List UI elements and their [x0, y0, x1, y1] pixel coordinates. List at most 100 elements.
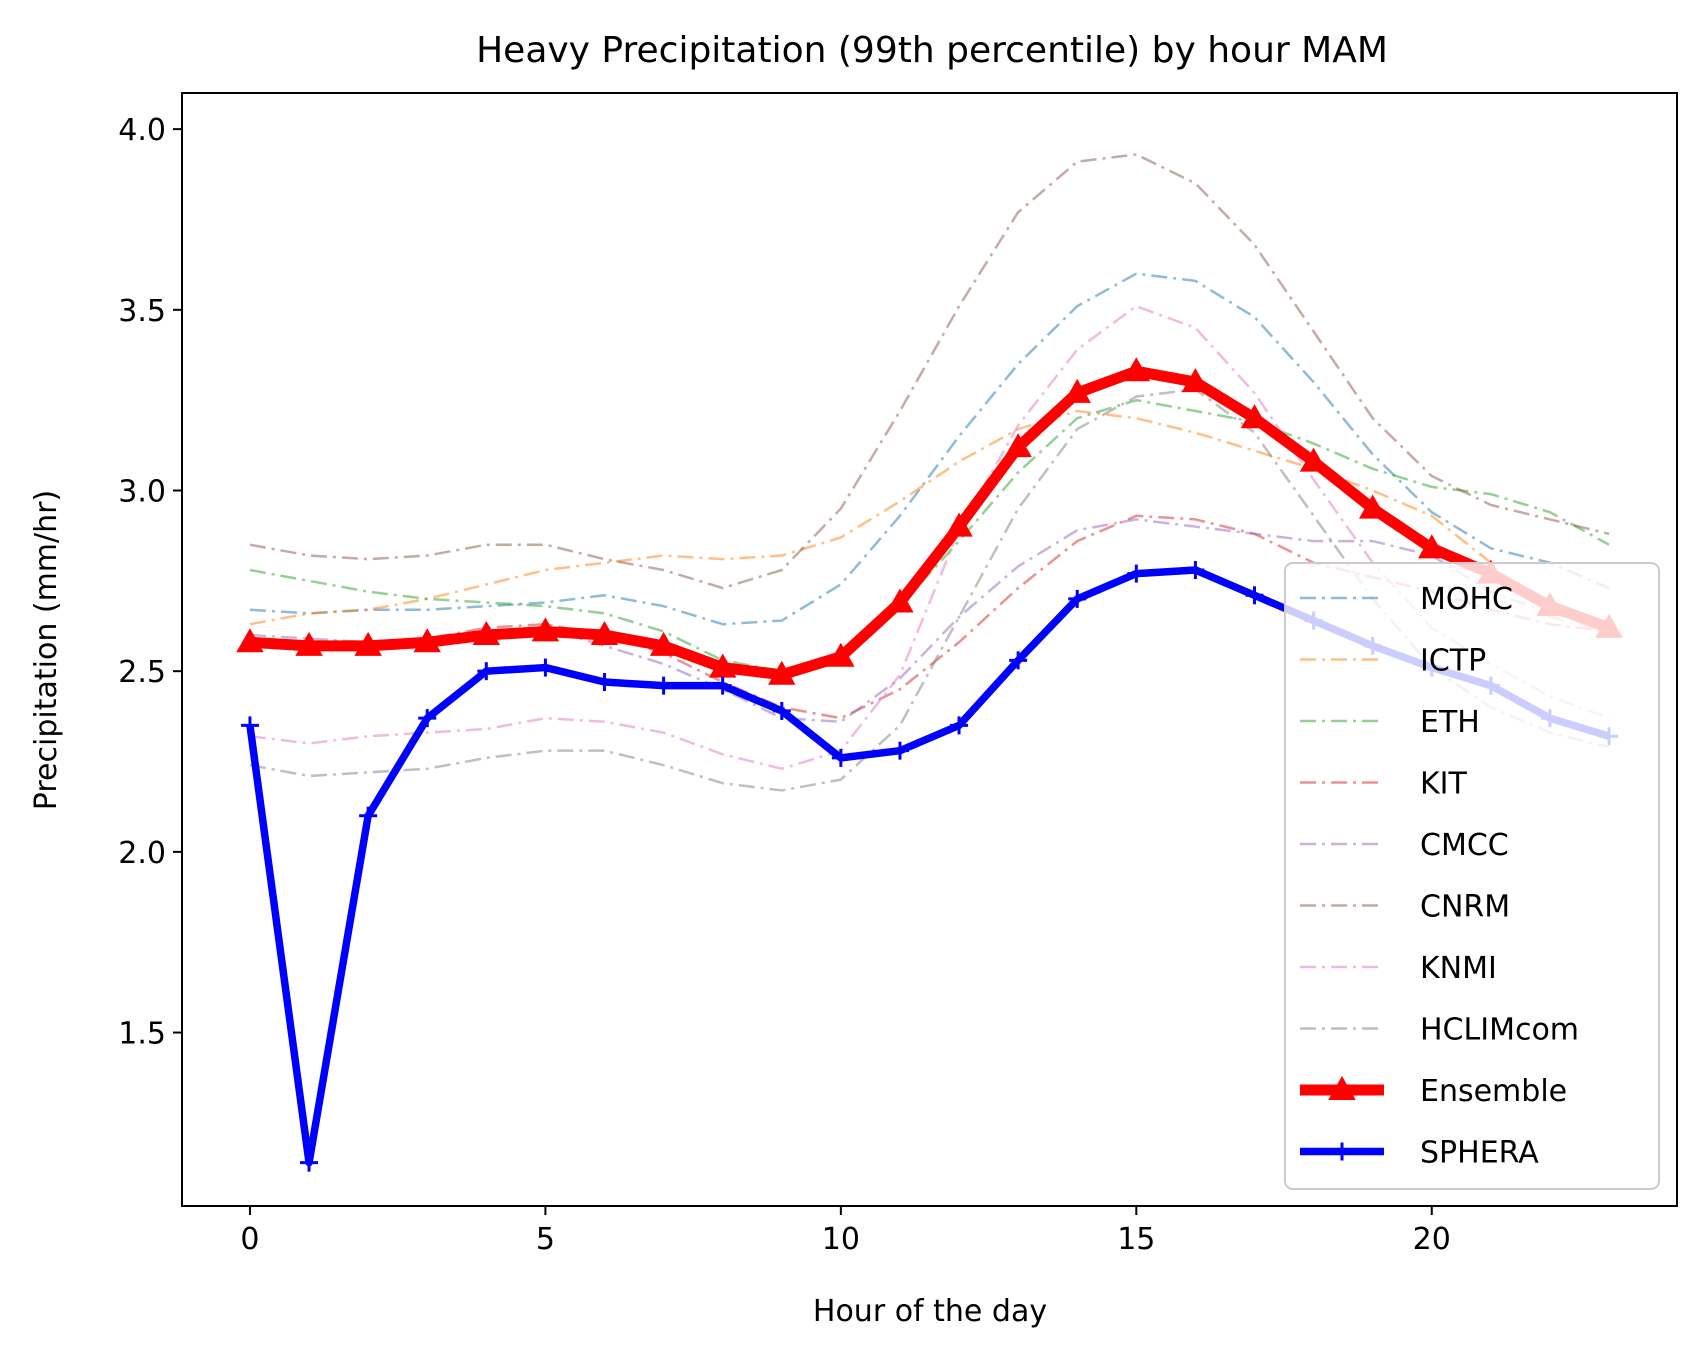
data-point-sphera — [1127, 564, 1146, 583]
plot-frame — [181, 92, 1678, 1207]
data-point-ensemble — [354, 631, 382, 656]
data-point-ensemble — [1004, 433, 1032, 458]
chart-title: Heavy Precipitation (99th percentile) by… — [476, 30, 1388, 71]
legend-label: KNMI — [1420, 951, 1497, 986]
x-tick-label: 15 — [1117, 1222, 1155, 1257]
data-point-ensemble — [1063, 378, 1091, 403]
legend-item-hclimcom[interactable]: HCLIMcom — [1300, 1013, 1579, 1048]
legend-label: HCLIMcom — [1420, 1013, 1579, 1048]
data-point-sphera — [418, 709, 437, 728]
data-point-sphera — [1245, 586, 1264, 605]
legend-swatch-sphera — [1300, 1142, 1384, 1161]
data-point-sphera — [240, 716, 259, 735]
legend-label: MOHC — [1420, 582, 1513, 617]
legend-swatch-ensemble — [1300, 1075, 1384, 1100]
series-line-eth — [249, 398, 1610, 673]
data-point-ensemble — [886, 588, 914, 613]
data-point-ensemble — [590, 621, 619, 646]
series-cnrm — [249, 153, 1610, 590]
legend-label: SPHERA — [1420, 1136, 1539, 1171]
legend-item-ictp[interactable]: ICTP — [1300, 644, 1486, 679]
legend-items: MOHC ICTP ETH KIT CMCC CNRM KNMI HCLIMcom Ensemb… — [1300, 582, 1579, 1171]
data-point-ensemble — [472, 621, 501, 646]
data-point-ensemble — [1122, 357, 1151, 382]
legend-item-cmcc[interactable]: CMCC — [1300, 828, 1509, 863]
y-axis: 1.5 2.0 2.5 3.0 3.5 4.0 — [118, 113, 182, 1052]
data-point-sphera — [359, 806, 378, 825]
plot-area — [181, 92, 1678, 1207]
series-kit — [249, 514, 1610, 720]
legend-label: CNRM — [1420, 890, 1510, 925]
data-point-ensemble — [1358, 494, 1387, 519]
data-point-ensemble — [295, 631, 323, 656]
y-axis-title: Precipitation (mm/hr) — [29, 490, 64, 810]
legend-item-kit[interactable]: KIT — [1300, 767, 1468, 802]
series-hclimcom — [249, 388, 1610, 792]
data-point-sphera — [831, 748, 850, 767]
data-point-ensemble — [827, 642, 855, 667]
legend-item-eth[interactable]: ETH — [1300, 705, 1480, 740]
series-line-cnrm — [249, 153, 1610, 590]
series-line-hclimcom — [249, 388, 1610, 792]
legend-label: Ensemble — [1420, 1074, 1567, 1109]
data-point-ensemble — [413, 628, 441, 653]
legend[interactable]: MOHC ICTP ETH KIT CMCC CNRM KNMI HCLIMcom Ensemb… — [1284, 562, 1660, 1190]
legend-item-knmi[interactable]: KNMI — [1300, 951, 1497, 986]
data-point-sphera — [1068, 589, 1087, 608]
legend-item-ensemble[interactable]: Ensemble — [1300, 1074, 1567, 1109]
series-layer — [236, 153, 1623, 1172]
data-point-sphera — [713, 676, 732, 695]
series-line-mohc — [249, 272, 1610, 626]
data-point-ensemble — [945, 512, 973, 537]
x-axis: 0 5 10 15 20 — [240, 1206, 1451, 1257]
legend-marker-ensemble — [1328, 1075, 1356, 1100]
data-point-sphera — [1009, 651, 1028, 670]
data-point-ensemble — [649, 631, 678, 656]
data-point-ensemble — [1299, 447, 1328, 472]
x-axis-title: Hour of the day — [813, 1294, 1047, 1329]
data-point-sphera — [890, 741, 909, 760]
data-point-sphera — [595, 673, 614, 692]
x-tick-label: 10 — [822, 1222, 860, 1257]
data-point-sphera — [772, 701, 791, 720]
data-point-ensemble — [768, 660, 796, 685]
legend-box — [1284, 562, 1660, 1190]
series-ictp — [249, 409, 1610, 633]
y-tick-label: 3.0 — [118, 475, 166, 510]
data-point-ensemble — [708, 653, 737, 678]
y-tick-label: 3.5 — [118, 294, 166, 329]
legend-item-cnrm[interactable]: CNRM — [1300, 890, 1510, 925]
x-tick-label: 0 — [240, 1222, 259, 1257]
legend-label: CMCC — [1420, 828, 1509, 863]
legend-marker-sphera — [1333, 1142, 1351, 1161]
series-eth — [249, 398, 1610, 673]
data-point-ensemble — [1240, 404, 1269, 429]
data-point-ensemble — [236, 628, 264, 653]
data-point-ensemble — [1181, 368, 1210, 393]
data-point-sphera — [1186, 561, 1205, 579]
series-knmi — [249, 304, 1610, 770]
data-point-sphera — [536, 658, 555, 677]
y-tick-label: 2.0 — [118, 836, 166, 871]
y-tick-label: 4.0 — [118, 113, 166, 148]
x-tick-label: 5 — [536, 1222, 555, 1257]
series-line-knmi — [249, 304, 1610, 770]
series-line-ictp — [249, 409, 1610, 633]
data-point-ensemble — [1418, 534, 1446, 559]
data-point-sphera — [654, 676, 673, 695]
y-tick-label: 1.5 — [118, 1017, 166, 1052]
legend-item-mohc[interactable]: MOHC — [1300, 582, 1513, 617]
data-point-sphera — [950, 716, 969, 735]
legend-label: ICTP — [1420, 644, 1486, 679]
data-point-sphera — [300, 1153, 319, 1172]
x-tick-label: 20 — [1413, 1222, 1451, 1257]
series-line-kit — [249, 514, 1610, 720]
data-point-sphera — [477, 662, 496, 681]
y-tick-label: 2.5 — [118, 655, 166, 690]
legend-item-sphera[interactable]: SPHERA — [1300, 1136, 1539, 1171]
legend-label: ETH — [1420, 705, 1480, 740]
series-ensemble — [236, 357, 1623, 685]
data-point-ensemble — [531, 617, 560, 642]
